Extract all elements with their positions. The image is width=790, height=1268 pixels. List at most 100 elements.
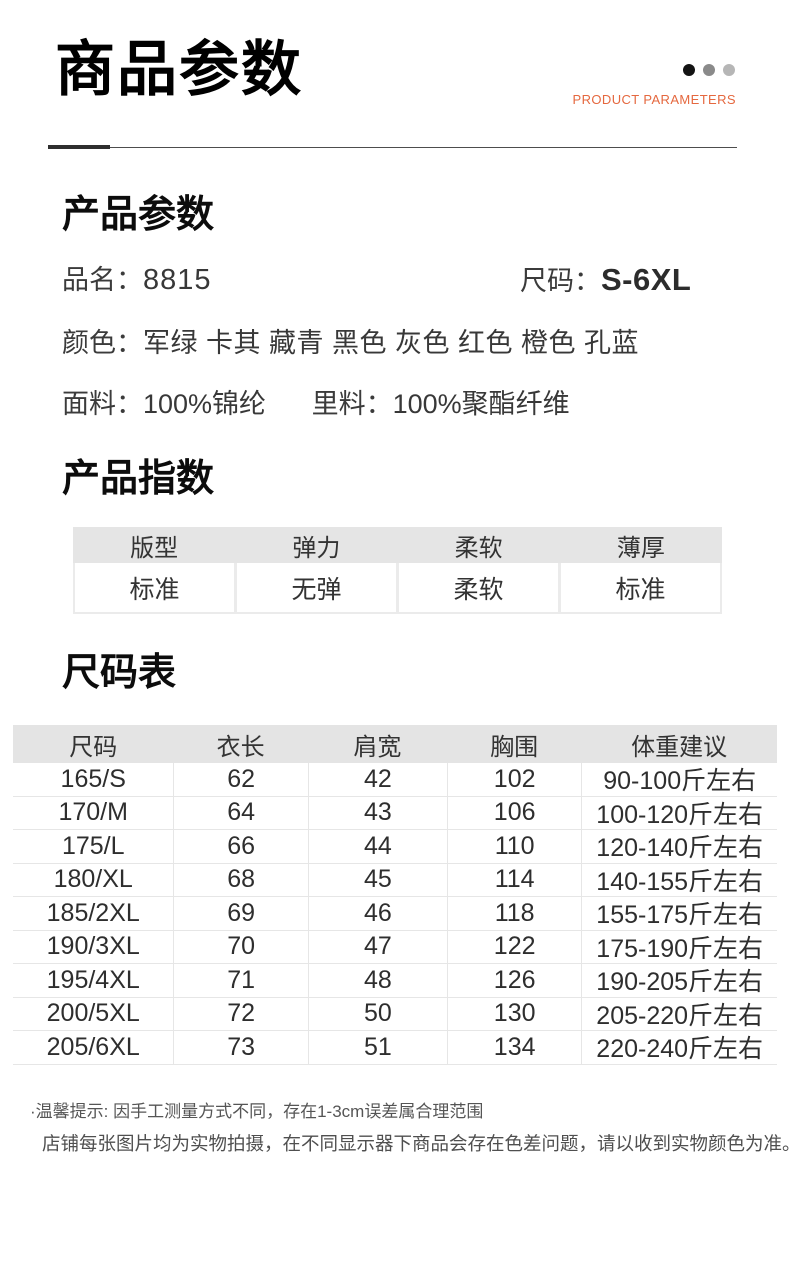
size-table-body: 165/S 62 42 102 90-100斤左右 170/M 64 43 106 100-120… <box>13 763 777 1065</box>
param-value: S-6XL <box>601 262 692 297</box>
section-heading-product-params: 产品参数 <box>62 194 215 236</box>
param-row-name-size: 品名： 8815 尺码： S-6XL <box>62 263 691 297</box>
size-value-cell: 195/4XL <box>46 965 140 994</box>
size-value-cell: 44 <box>307 830 447 863</box>
param-value: 100%聚酯纤维 <box>392 389 570 419</box>
size-value-cell: 68 <box>173 863 307 896</box>
size-column-header: 尺码 <box>69 733 118 761</box>
param-size-range: 尺码： S-6XL <box>520 263 691 298</box>
param-label: 里料： <box>311 389 393 419</box>
size-value-cell: 64 <box>173 796 307 829</box>
table-row: 200/5XL 72 50 130 205-220斤左右 <box>13 997 777 1031</box>
footer-note-color-difference: 店铺每张图片均为实物拍摄，在不同显示器下商品会存在色差问题，请以收到实物颜色为准… <box>42 1133 790 1154</box>
size-value-cell: 200/5XL <box>46 999 140 1028</box>
index-column-header: 薄厚 <box>616 534 665 562</box>
param-value: 8815 <box>143 264 212 296</box>
dot-icon <box>703 64 715 76</box>
size-value-cell: 100-120斤左右 <box>581 796 777 829</box>
size-value-cell: 120-140斤左右 <box>581 830 777 863</box>
param-label: 面料： <box>62 389 143 419</box>
size-value-cell: 69 <box>173 897 307 930</box>
table-row: 165/S 62 42 102 90-100斤左右 <box>13 763 777 797</box>
size-value-cell: 71 <box>173 964 307 997</box>
index-table-header-row: 版型 弹力 柔软 薄厚 <box>73 527 722 563</box>
size-value-cell: 220-240斤左右 <box>581 1031 777 1064</box>
size-chart-table: 尺码 衣长 肩宽 胸围 体重建议 165/S 62 42 102 90-100斤左右 170/M 6… <box>13 725 777 1065</box>
size-value-cell: 90-100斤左右 <box>581 763 777 796</box>
size-value-cell: 205/6XL <box>46 1032 140 1061</box>
size-value-cell: 45 <box>307 863 447 896</box>
size-value-cell: 205-220斤左右 <box>581 997 777 1030</box>
size-value-cell: 42 <box>307 763 447 796</box>
dot-icon <box>683 64 695 76</box>
size-value-cell: 190/3XL <box>46 932 140 961</box>
size-value-cell: 66 <box>173 830 307 863</box>
table-row: 170/M 64 43 106 100-120斤左右 <box>13 796 777 830</box>
size-value-cell: 62 <box>173 763 307 796</box>
size-value-cell: 106 <box>446 796 581 829</box>
size-column-header: 肩宽 <box>353 733 402 761</box>
footer-note-measurement: ·温馨提示: 因手工测量方式不同，存在1-3cm误差属合理范围 <box>30 1102 484 1121</box>
size-value-cell: 155-175斤左右 <box>581 897 777 930</box>
page-title: 商品参数 <box>55 36 303 103</box>
table-row: 175/L 66 44 110 120-140斤左右 <box>13 830 777 864</box>
dots-decoration <box>683 64 735 76</box>
param-row-colors: 颜色： 军绿 卡其 藏青 黑色 灰色 红色 橙色 孔蓝 <box>62 326 639 360</box>
header-divider <box>48 145 737 149</box>
index-column-header: 版型 <box>130 534 179 562</box>
table-row: 185/2XL 69 46 118 155-175斤左右 <box>13 897 777 931</box>
size-value-cell: 185/2XL <box>46 898 140 927</box>
index-value-cell: 标准 <box>558 563 720 612</box>
param-row-fabric: 面料： 100%锦纶 里料： 100%聚酯纤维 <box>62 387 570 421</box>
param-lining: 里料： 100%聚酯纤维 <box>312 387 570 421</box>
size-value-cell: 130 <box>446 997 581 1030</box>
table-row: 180/XL 68 45 114 140-155斤左右 <box>13 863 777 897</box>
table-row: 195/4XL 71 48 126 190-205斤左右 <box>13 964 777 998</box>
size-value-cell: 48 <box>307 964 447 997</box>
size-value-cell: 72 <box>173 997 307 1030</box>
size-column-header: 体重建议 <box>631 733 728 761</box>
size-value-cell: 180/XL <box>53 865 133 894</box>
param-colors: 颜色： 军绿 卡其 藏青 黑色 灰色 红色 橙色 孔蓝 <box>62 326 639 360</box>
size-value-cell: 73 <box>173 1031 307 1064</box>
index-table-value-row: 标准 无弹 柔软 标准 <box>73 563 722 614</box>
size-table-header-row: 尺码 衣长 肩宽 胸围 体重建议 <box>13 725 777 763</box>
size-value-cell: 50 <box>307 997 447 1030</box>
size-value-cell: 102 <box>446 763 581 796</box>
index-column-header: 柔软 <box>454 534 503 562</box>
size-value-cell: 110 <box>446 830 581 863</box>
size-value-cell: 170/M <box>58 798 128 827</box>
size-value-cell: 43 <box>307 796 447 829</box>
size-value-cell: 118 <box>446 897 581 930</box>
size-value-cell: 122 <box>446 930 581 963</box>
size-value-cell: 165/S <box>60 764 126 793</box>
size-column-header: 衣长 <box>216 733 265 761</box>
section-heading-size-chart: 尺码表 <box>62 652 177 694</box>
section-heading-product-index: 产品指数 <box>62 458 215 500</box>
table-row: 190/3XL 70 47 122 175-190斤左右 <box>13 930 777 964</box>
dot-icon <box>723 64 735 76</box>
param-label: 颜色： <box>62 328 143 358</box>
param-label: 尺码： <box>520 266 601 296</box>
param-product-name: 品名： 8815 <box>62 263 212 297</box>
size-value-cell: 175/L <box>61 831 125 860</box>
index-value-cell: 柔软 <box>396 563 558 612</box>
size-value-cell: 175-190斤左右 <box>581 930 777 963</box>
index-value-cell: 标准 <box>75 563 234 612</box>
size-value-cell: 126 <box>446 964 581 997</box>
param-label: 品名： <box>62 265 143 295</box>
index-value-cell: 无弹 <box>234 563 396 612</box>
page-subtitle: PRODUCT PARAMETERS <box>572 92 736 107</box>
size-value-cell: 51 <box>307 1031 447 1064</box>
size-value-cell: 46 <box>307 897 447 930</box>
param-value: 100%锦纶 <box>143 389 267 419</box>
param-value: 军绿 卡其 藏青 黑色 灰色 红色 橙色 孔蓝 <box>143 328 640 358</box>
size-value-cell: 140-155斤左右 <box>581 863 777 896</box>
size-value-cell: 47 <box>307 930 447 963</box>
index-column-header: 弹力 <box>292 534 341 562</box>
size-value-cell: 70 <box>173 930 307 963</box>
size-value-cell: 134 <box>446 1031 581 1064</box>
size-value-cell: 190-205斤左右 <box>581 964 777 997</box>
product-index-table: 版型 弹力 柔软 薄厚 标准 无弹 柔软 标准 <box>73 527 722 614</box>
